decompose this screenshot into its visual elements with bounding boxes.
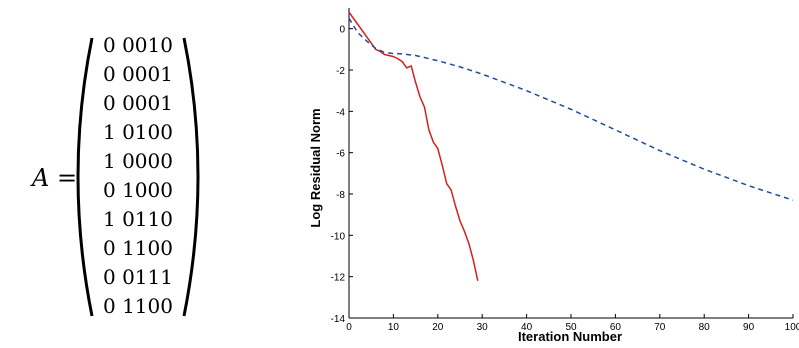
- x-tick-label: 100: [785, 322, 799, 333]
- x-tick-label: 10: [388, 322, 400, 333]
- x-tick-label: 60: [610, 322, 622, 333]
- matrix-row: 1 0000: [103, 149, 173, 173]
- y-tick-label: -4: [336, 107, 345, 118]
- x-axis-label: Iteration Number: [518, 329, 622, 344]
- chart-canvas: 0 10 20 30 40 50 60 70 80 90 100 0 -2 -4 -6 -8 -10 -12 -14…: [308, 8, 799, 344]
- matrix-row: 0 0001: [103, 91, 173, 115]
- matrix-row: 1 0100: [103, 120, 173, 144]
- series-line-1: [348, 11, 479, 281]
- series-line-2: [348, 17, 794, 201]
- y-tick-label: -12: [331, 273, 346, 284]
- matrix-row: 0 0111: [103, 265, 173, 289]
- x-tick-label: 80: [699, 322, 711, 333]
- y-tick-label: -2: [336, 66, 345, 77]
- x-tick-label: 0: [346, 322, 352, 333]
- convergence-chart: 0 10 20 30 40 50 60 70 80 90 100 0 -2 -4 -6 -8 -10 -12 -14…: [240, 0, 799, 348]
- matrix-row: 0 1100: [103, 236, 173, 260]
- matrix-row: 1 0110: [103, 207, 173, 231]
- right-paren: [182, 37, 200, 317]
- matrix-row: 0 0010: [103, 33, 173, 57]
- matrix-equation: A = 0 0010 0 0001 0 0001 1 0100 1 0000 0 1000…: [30, 33, 200, 318]
- y-tick-label: -8: [336, 190, 345, 201]
- matrix-lhs: A =: [30, 164, 77, 192]
- x-tick-label: 90: [743, 322, 755, 333]
- matrix-row: 0 1100: [103, 294, 173, 318]
- matrix-row: 0 1000: [103, 178, 173, 202]
- x-tick-label: 20: [432, 322, 444, 333]
- y-tick-label: -14: [331, 314, 346, 325]
- matrix-figure: A = 0 0010 0 0001 0 0001 1 0100 1 0000 0 1000…: [0, 0, 240, 348]
- y-tick-label: 0: [339, 25, 345, 36]
- matrix-row: 0 0001: [103, 62, 173, 86]
- x-tick-label: 70: [654, 322, 666, 333]
- y-axis-label: Log Residual Norm: [308, 108, 323, 227]
- x-tick-label: 40: [521, 322, 533, 333]
- left-paren: [76, 37, 94, 317]
- y-tick-label: -6: [336, 149, 345, 160]
- y-tick-label: -10: [331, 231, 346, 242]
- x-tick-label: 50: [565, 322, 577, 333]
- x-tick-label: 30: [477, 322, 489, 333]
